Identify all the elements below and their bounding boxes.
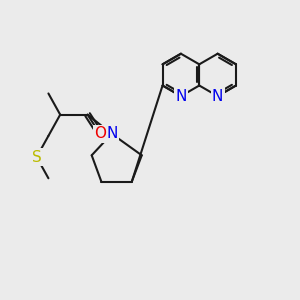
Text: O: O [94,126,106,141]
Text: S: S [32,150,41,165]
Text: N: N [212,88,223,104]
Text: N: N [106,126,117,141]
Text: N: N [175,88,187,104]
